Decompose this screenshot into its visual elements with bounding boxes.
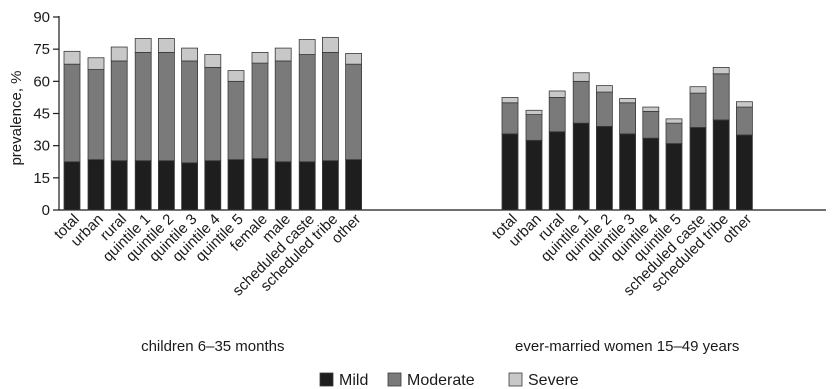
- group-labels: children 6–35 months ever-married women 1…: [141, 338, 739, 355]
- bar-severe-quintile-2: [596, 85, 613, 93]
- bar-moderate-quintile-3: [181, 60, 199, 164]
- bar-moderate-female: [251, 62, 269, 159]
- bar-severe-male: [274, 47, 292, 62]
- bar-mild-total: [63, 161, 81, 211]
- bar-mild-quintile-2: [157, 160, 175, 211]
- y-tick-label: 75: [33, 41, 50, 58]
- bar-severe-quintile-1: [572, 72, 590, 82]
- y-tick-label: 45: [33, 106, 50, 123]
- bar-severe-quintile-3: [619, 98, 636, 104]
- bar-mild-quintile-2: [596, 125, 613, 211]
- y-tick-label: 90: [33, 9, 50, 26]
- bar-mild-quintile-5: [227, 159, 245, 211]
- y-tick-label: 15: [33, 170, 50, 187]
- bar-moderate-quintile-3: [619, 102, 636, 135]
- bar-moderate-quintile-5: [227, 80, 245, 161]
- bar-moderate-quintile-1: [134, 51, 152, 162]
- group-label: ever-married women 15–49 years: [515, 338, 739, 355]
- bar-mild-male: [274, 161, 292, 211]
- bar-moderate-quintile-2: [157, 51, 175, 162]
- bar-mild-scheduled-caste: [689, 127, 707, 211]
- group-label: children 6–35 months: [141, 338, 284, 355]
- bar-severe-rural: [548, 90, 566, 98]
- bar-mild-female: [251, 158, 269, 211]
- legend-label-mild: Mild: [339, 372, 368, 389]
- bar-severe-urban: [525, 109, 543, 115]
- bar-severe-other: [736, 101, 753, 108]
- bar-moderate-male: [274, 60, 292, 163]
- bar-severe-other: [345, 53, 363, 65]
- y-tick-label: 60: [33, 73, 50, 90]
- bar-moderate-quintile-4: [204, 66, 222, 162]
- bar-severe-urban: [87, 57, 105, 70]
- bar-severe-scheduled-tribe: [321, 36, 339, 53]
- bar-mild-quintile-1: [134, 160, 152, 211]
- bar-mild-scheduled-tribe: [321, 160, 339, 211]
- bar-mild-other: [736, 134, 753, 211]
- bar-mild-other: [345, 159, 363, 211]
- legend-label-severe: Severe: [528, 372, 579, 389]
- bar-moderate-quintile-2: [596, 91, 613, 127]
- bar-mild-quintile-4: [642, 137, 660, 211]
- legend-label-moderate: Moderate: [407, 372, 475, 389]
- bar-moderate-scheduled-tribe: [712, 73, 730, 121]
- bar-moderate-quintile-5: [665, 122, 683, 144]
- bars: [63, 36, 753, 211]
- bar-severe-scheduled-caste: [298, 39, 316, 55]
- bar-severe-total: [63, 50, 81, 65]
- legend: Mild Moderate Severe: [319, 372, 579, 389]
- bar-moderate-urban: [87, 69, 105, 161]
- bar-moderate-other: [345, 63, 363, 161]
- bar-mild-rural: [548, 131, 566, 211]
- bar-severe-rural: [110, 46, 128, 62]
- bar-mild-quintile-4: [204, 160, 222, 211]
- bar-severe-quintile-4: [204, 54, 222, 68]
- y-axis-label: prevalence, %: [8, 70, 25, 165]
- bar-mild-quintile-5: [665, 143, 683, 211]
- bar-mild-total: [501, 133, 519, 211]
- bar-moderate-quintile-1: [572, 80, 590, 124]
- bar-moderate-scheduled-caste: [689, 92, 707, 128]
- bar-mild-quintile-1: [572, 122, 590, 211]
- bar-severe-quintile-5: [227, 70, 245, 82]
- y-tick-label: 30: [33, 138, 50, 155]
- bar-severe-total: [501, 97, 519, 104]
- bar-moderate-urban: [525, 114, 543, 141]
- axes: 0 15 30 45 60 75 90: [33, 9, 826, 219]
- bar-severe-quintile-1: [134, 38, 152, 53]
- bar-mild-urban: [87, 159, 105, 211]
- bar-severe-quintile-3: [181, 47, 199, 62]
- bar-moderate-total: [63, 63, 81, 163]
- bar-severe-quintile-4: [642, 106, 660, 112]
- bar-moderate-rural: [110, 60, 128, 162]
- bar-moderate-other: [736, 106, 753, 136]
- bar-mild-quintile-3: [619, 133, 636, 211]
- y-tick-label: 0: [42, 202, 50, 219]
- bar-severe-quintile-5: [665, 118, 683, 124]
- legend-swatch-severe: [508, 372, 523, 387]
- bar-moderate-rural: [548, 97, 566, 133]
- bar-severe-quintile-2: [157, 38, 175, 53]
- bar-moderate-scheduled-tribe: [321, 51, 339, 162]
- bar-mild-urban: [525, 139, 543, 211]
- bar-moderate-scheduled-caste: [298, 54, 316, 163]
- legend-swatch-moderate: [387, 372, 402, 387]
- legend-swatch-mild: [319, 372, 334, 387]
- bar-mild-rural: [110, 160, 128, 211]
- bar-mild-quintile-3: [181, 162, 199, 211]
- bar-severe-scheduled-caste: [689, 86, 707, 94]
- bar-moderate-total: [501, 102, 519, 135]
- bar-moderate-quintile-4: [642, 110, 660, 139]
- bar-severe-scheduled-tribe: [712, 66, 730, 75]
- bar-mild-scheduled-caste: [298, 161, 316, 211]
- bar-mild-scheduled-tribe: [712, 119, 730, 211]
- bar-severe-female: [251, 51, 269, 64]
